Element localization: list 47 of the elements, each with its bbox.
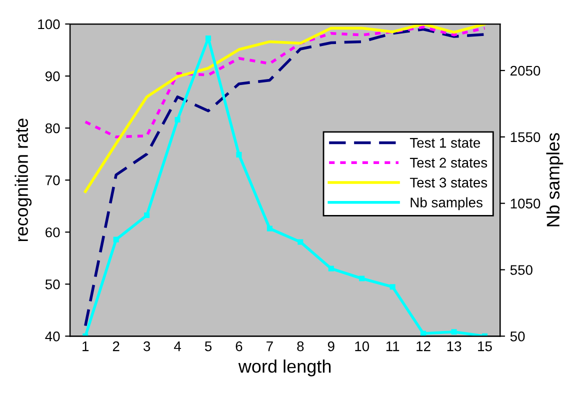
x-tick-label: 10 xyxy=(355,341,370,352)
point xyxy=(236,152,242,158)
x-tick-label: 15 xyxy=(478,342,492,352)
legend-label: Test 1 state xyxy=(410,138,480,148)
y-tick-label: 70 xyxy=(46,175,60,186)
y2-tick-label: 2050 xyxy=(510,66,540,76)
x-tick-label: 8 xyxy=(297,341,304,352)
x-tick-label: 6 xyxy=(236,341,242,352)
y-tick-label: 100 xyxy=(38,19,60,30)
y-tick-label: 90 xyxy=(46,71,60,82)
x-tick-label: 2 xyxy=(112,341,120,352)
y2-tick-label: 1050 xyxy=(510,198,540,208)
x-tick-label: 1 xyxy=(82,342,89,352)
x-tick-label: 12 xyxy=(416,341,430,352)
point xyxy=(420,330,426,336)
point xyxy=(451,329,457,335)
y2-tick-label: 50 xyxy=(510,331,525,342)
y-tick-label: 50 xyxy=(45,279,60,290)
point xyxy=(113,236,119,242)
legend-label: Test 3 states xyxy=(410,178,488,188)
point xyxy=(359,276,365,282)
legend-label: Nb samples xyxy=(410,197,482,210)
x-tick-label: 5 xyxy=(204,342,212,352)
point xyxy=(144,212,150,218)
point xyxy=(390,284,396,290)
x-tick-label: 7 xyxy=(266,342,273,352)
point xyxy=(174,117,180,123)
y2-tick-label: 1550 xyxy=(510,132,540,142)
x-tick-label: 13 xyxy=(447,341,462,352)
line-series xyxy=(84,26,486,138)
y-tick-label: 40 xyxy=(45,331,60,342)
point xyxy=(298,239,304,245)
legend-label: Test 2 states xyxy=(410,158,488,168)
y2-axis-title: Nb samples xyxy=(546,133,564,226)
y-axis-title: recognition rate xyxy=(14,118,32,242)
x-axis-title: word length xyxy=(238,360,331,376)
point xyxy=(205,35,212,42)
x-tick-label: 9 xyxy=(328,341,334,352)
y-tick-label: 80 xyxy=(45,123,60,134)
x-tick-label: 11 xyxy=(386,342,400,352)
x-tick-label: 4 xyxy=(174,342,181,352)
point xyxy=(266,226,272,232)
line-series xyxy=(84,24,486,193)
point xyxy=(328,266,334,272)
x-tick-label: 3 xyxy=(143,341,150,352)
y-tick-label: 60 xyxy=(46,227,60,238)
y2-tick-label: 550 xyxy=(510,265,532,275)
